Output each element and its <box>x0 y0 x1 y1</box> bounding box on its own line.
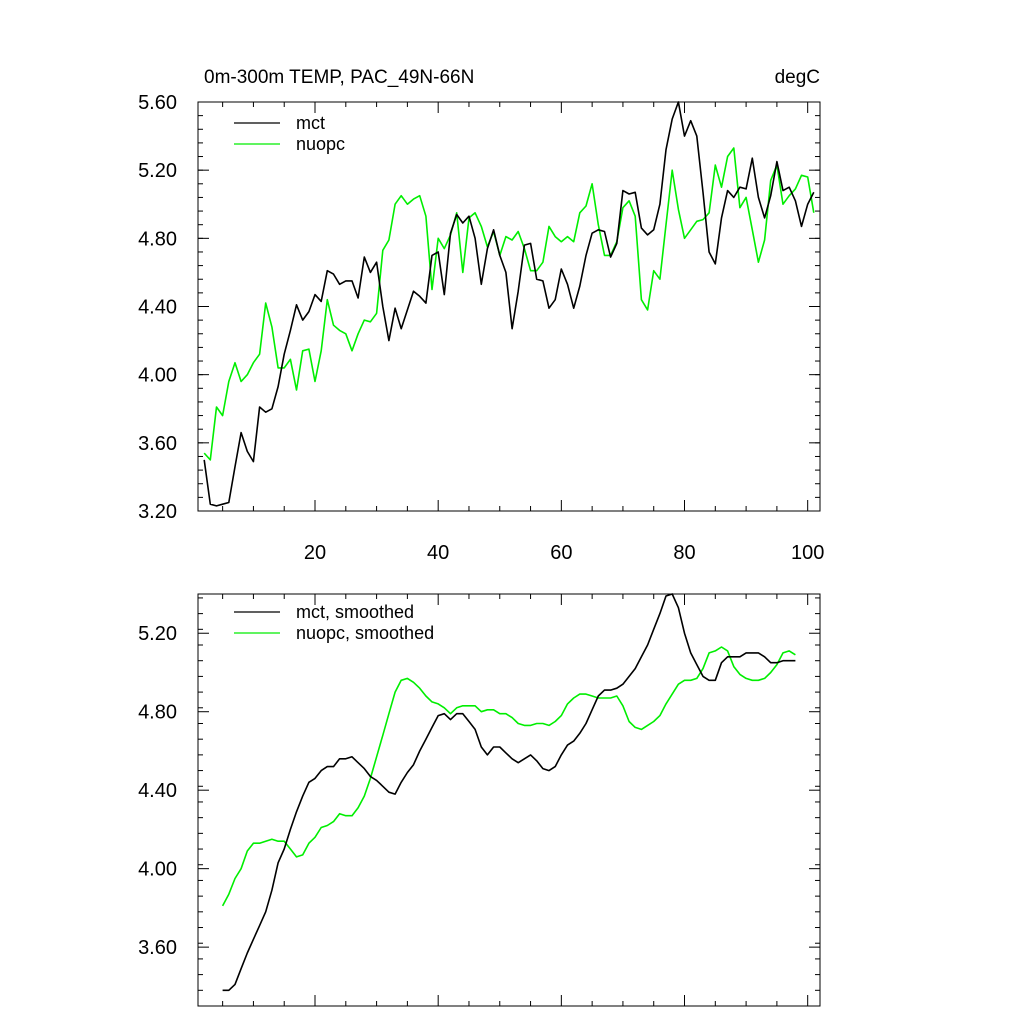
legend: mct nuopc <box>234 113 345 154</box>
plot-frame <box>197 593 821 1007</box>
y-tick-label: 5.20 <box>138 623 177 645</box>
series-line-nuopc-smoothed <box>221 646 796 907</box>
y-tick-label: 4.00 <box>138 365 177 387</box>
legend: mct, smoothed nuopc, smoothed <box>234 602 434 643</box>
legend-label-mct-smoothed: mct, smoothed <box>296 602 414 622</box>
y-tick-label: 5.60 <box>138 92 177 114</box>
top-chart: 0m-300m TEMP, PAC_49N-66N degC 20 40 60 80 1… <box>138 67 824 564</box>
x-tick-label: 80 <box>673 542 695 564</box>
y-tick-label: 3.60 <box>138 937 177 959</box>
chart-title: 0m-300m TEMP, PAC_49N-66N <box>204 67 474 88</box>
x-tick-label: 60 <box>550 542 572 564</box>
y-tick-label: 4.00 <box>138 859 177 881</box>
bottom-chart: 3.60 4.00 4.40 4.80 5.20 mct, smoothed nuopc… <box>138 593 821 1007</box>
legend-label-mct: mct <box>296 113 325 133</box>
y-tick-label: 5.20 <box>138 160 177 182</box>
series-line-nuopc <box>203 147 815 461</box>
x-tick-label: 20 <box>304 542 326 564</box>
y-tick-label: 4.80 <box>138 702 177 724</box>
y-tick-label: 3.20 <box>138 501 177 523</box>
axis-ticks: 3.60 4.00 4.40 4.80 5.20 <box>138 594 820 1007</box>
series-lines <box>203 101 815 507</box>
y-tick-label: 3.60 <box>138 433 177 455</box>
y-tick-label: 4.40 <box>138 780 177 802</box>
y-tick-label: 4.40 <box>138 297 177 319</box>
units-label: degC <box>775 67 820 88</box>
series-line-mct <box>203 101 815 507</box>
legend-label-nuopc: nuopc <box>296 134 345 154</box>
axis-ticks: 20 40 60 80 100 3.20 3.60 4.00 4.40 4.80 5.20 5.60 <box>138 92 824 564</box>
series-line-mct-smoothed <box>222 593 796 992</box>
x-tick-label: 40 <box>427 542 449 564</box>
legend-label-nuopc-smoothed: nuopc, smoothed <box>296 623 434 643</box>
series-lines <box>221 593 796 992</box>
y-tick-label: 4.80 <box>138 228 177 250</box>
x-tick-label: 100 <box>791 542 824 564</box>
